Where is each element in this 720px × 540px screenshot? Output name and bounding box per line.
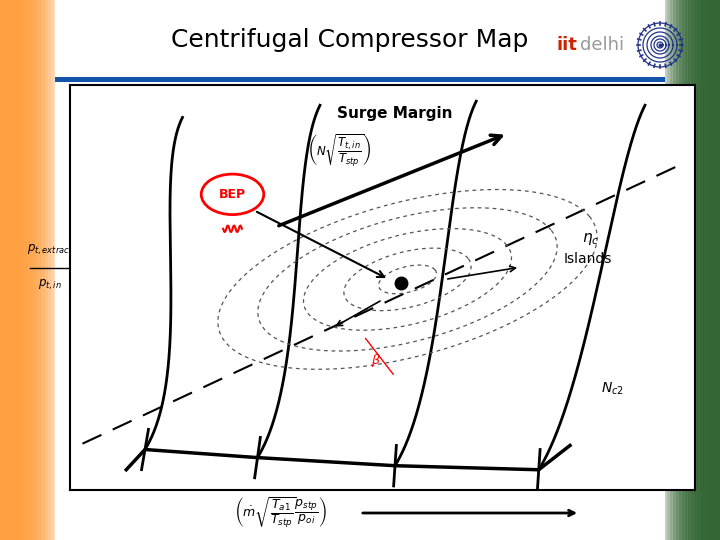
Bar — [55, 0, 665, 80]
Bar — [55, 0, 665, 540]
Text: $\left(N\sqrt{\dfrac{T_{t,in}}{T_{stp}}}\right)$: $\left(N\sqrt{\dfrac{T_{t,in}}{T_{stp}}}… — [307, 132, 371, 168]
Text: Surge Margin: Surge Margin — [337, 106, 453, 121]
Text: $\eta_c$: $\eta_c$ — [582, 231, 600, 247]
Text: $p_{t,extract}$: $p_{t,extract}$ — [27, 243, 73, 257]
Bar — [55, 77, 665, 82]
Text: BEP: BEP — [219, 188, 246, 201]
Text: $p_{t,in}$: $p_{t,in}$ — [38, 278, 62, 292]
Text: $N_{c2}$: $N_{c2}$ — [601, 381, 624, 397]
Text: $\beta$: $\beta$ — [372, 352, 381, 369]
Text: delhi: delhi — [580, 36, 624, 54]
Text: Centrifugal Compressor Map: Centrifugal Compressor Map — [171, 28, 528, 52]
Text: $\left(\dot{m}\sqrt{\dfrac{T_{a1}}{T_{stp}}}\dfrac{p_{stp}}{p_{oi}}\right)$: $\left(\dot{m}\sqrt{\dfrac{T_{a1}}{T_{st… — [233, 496, 326, 530]
Text: iit: iit — [556, 36, 577, 54]
Text: Islands: Islands — [564, 252, 612, 266]
